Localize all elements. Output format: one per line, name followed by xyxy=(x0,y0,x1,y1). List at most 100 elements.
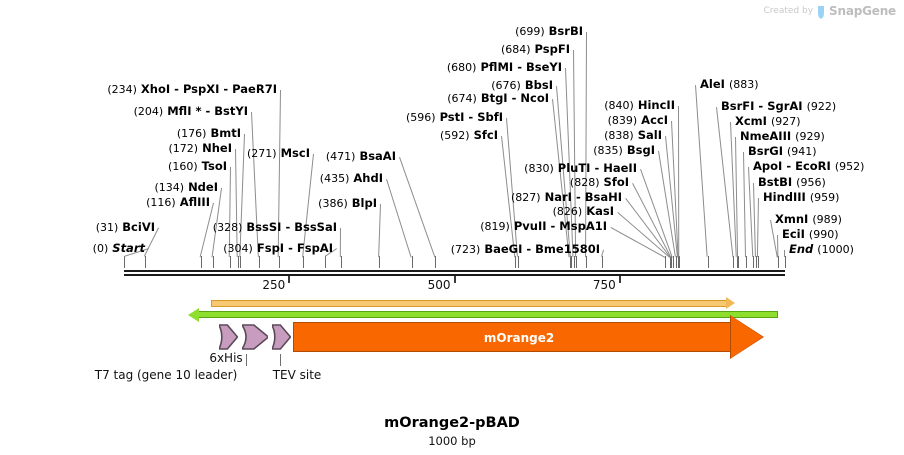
enzyme-label: (835) BsgI xyxy=(593,143,655,157)
enzyme-label: (828) SfoI xyxy=(569,175,629,189)
cut-site-tick xyxy=(670,256,672,268)
cut-site-tick xyxy=(678,256,680,268)
cut-site-tick xyxy=(200,256,202,268)
green-arrowhead-icon xyxy=(188,308,200,322)
enzyme-label: ApoI - EcoRI (952) xyxy=(753,159,865,173)
enzyme-label: (176) BmtI xyxy=(176,126,241,140)
leader-line xyxy=(753,183,756,258)
enzyme-label: (271) MscI xyxy=(247,146,310,160)
cut-site-tick xyxy=(124,256,125,268)
enzyme-label: XcmI (927) xyxy=(735,114,801,128)
cds-arrowhead-icon xyxy=(730,316,763,358)
cut-site-tick xyxy=(237,256,239,268)
cut-site-tick xyxy=(570,256,572,268)
enzyme-label: EciI (990) xyxy=(782,227,839,241)
cut-site-tick xyxy=(778,256,780,268)
enzyme-label: (699) BsrBI xyxy=(515,24,583,38)
cut-site-tick xyxy=(665,256,667,268)
enzyme-label: (838) SalI xyxy=(604,128,662,142)
sequence-backbone xyxy=(124,270,785,276)
cut-site-tick xyxy=(303,256,305,268)
snapgene-brand-label: SnapGene xyxy=(829,4,896,18)
created-by-label: Created by xyxy=(763,6,814,16)
backbone-top-line xyxy=(124,270,785,272)
leader-line xyxy=(743,152,747,258)
enzyme-label: (435) AhdI xyxy=(319,171,383,185)
feature-label: TEV site xyxy=(272,368,322,382)
enzyme-label: XmnI (989) xyxy=(775,212,842,226)
promoter-arrowhead-icon xyxy=(726,297,736,309)
enzyme-label: (840) HincII xyxy=(604,98,675,112)
cut-site-tick xyxy=(677,256,679,268)
snapgene-leaf-icon xyxy=(817,5,825,19)
ruler-tick xyxy=(288,276,291,283)
promoter-feature-bar[interactable] xyxy=(210,300,728,307)
cut-site-tick xyxy=(753,256,755,268)
cut-site-tick xyxy=(755,256,757,268)
tag-feature-6xhis[interactable] xyxy=(241,322,269,352)
ruler-tick xyxy=(453,276,456,283)
enzyme-label: AleI (883) xyxy=(700,77,759,91)
cut-site-tick xyxy=(229,256,231,268)
enzyme-label: (839) AccI xyxy=(607,113,668,127)
leader-line xyxy=(748,167,754,258)
enzyme-label: (830) PluTI - HaeII xyxy=(524,161,637,175)
cut-site-tick xyxy=(746,256,747,268)
cut-site-tick xyxy=(278,256,280,268)
feature-label: T7 tag (gene 10 leader) xyxy=(94,368,238,382)
enzyme-label: HindIII (959) xyxy=(763,190,840,204)
cut-site-tick xyxy=(785,256,786,268)
cut-site-tick xyxy=(675,256,677,268)
feature-connector-tick xyxy=(280,354,281,366)
enzyme-label: (592) SfcI xyxy=(440,128,498,142)
cut-site-tick xyxy=(435,256,437,268)
cut-site-tick xyxy=(240,256,242,268)
cut-site-tick xyxy=(576,256,578,268)
enzyme-label: (134) NdeI xyxy=(154,180,218,194)
enzyme-label: (471) BsaAI xyxy=(325,149,396,163)
enzyme-label: (674) BtgI - NcoI xyxy=(447,91,549,105)
cds-feature-label: mOrange2 xyxy=(483,331,555,345)
enzyme-label: (234) XhoI - PspXI - PaeR7I xyxy=(107,82,277,96)
feature-connector-tick xyxy=(246,354,247,366)
cut-site-tick xyxy=(736,256,738,268)
enzyme-label: (304) FspI - FspAI xyxy=(223,241,333,255)
cut-site-tick xyxy=(212,256,214,268)
plasmid-length-label: 1000 bp xyxy=(428,434,476,448)
cut-site-tick xyxy=(777,256,779,268)
tag-feature-t7tag[interactable] xyxy=(219,322,238,352)
enzyme-label: (723) BaeGI - Bme1580I xyxy=(450,242,600,256)
enzyme-label: (819) PvuII - MspA1I xyxy=(480,219,607,233)
enzyme-label: BsrGI (941) xyxy=(748,144,817,158)
cut-site-tick xyxy=(672,256,674,268)
leader-line xyxy=(695,85,708,258)
enzyme-label: (116) AflIII xyxy=(146,195,210,209)
enzyme-label: (31) BciVI xyxy=(95,220,155,234)
cut-site-tick xyxy=(670,256,671,268)
cut-site-tick xyxy=(324,256,326,268)
cut-site-tick xyxy=(671,256,673,268)
enzyme-label: (0) Start xyxy=(92,241,145,255)
cut-site-tick xyxy=(411,256,413,268)
enzyme-label: (172) NheI xyxy=(168,141,233,155)
leader-line xyxy=(777,235,779,258)
enzyme-label: (684) PspFI xyxy=(500,42,570,56)
feature-label: 6xHis xyxy=(209,351,243,365)
leader-line xyxy=(756,197,759,257)
ruler-tick-label: 250 xyxy=(262,278,286,292)
cut-site-tick xyxy=(601,256,603,268)
cds-feature-morange2[interactable] xyxy=(293,322,731,352)
leader-line xyxy=(784,250,785,257)
ruler-tick-label: 500 xyxy=(427,278,451,292)
enzyme-label: (328) BssSI - BssSaI xyxy=(212,220,337,234)
snapgene-credit: Created by SnapGene xyxy=(763,4,896,19)
cut-site-tick xyxy=(144,256,146,268)
backbone-bottom-line xyxy=(124,274,785,276)
cut-site-tick xyxy=(515,256,517,268)
cut-site-tick xyxy=(518,256,519,268)
tag-feature-tev[interactable] xyxy=(272,322,291,352)
green-feature-bar[interactable] xyxy=(198,311,779,318)
enzyme-label: NmeAIII (929) xyxy=(740,129,825,143)
leader-line xyxy=(678,106,680,258)
